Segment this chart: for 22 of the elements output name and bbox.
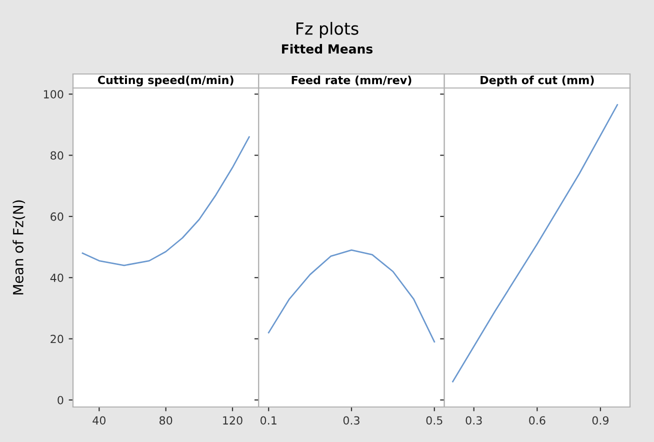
x-tick-label: 0.9 [592,416,609,425]
y-tick-label: 20 [50,334,64,344]
x-tick-label: 80 [160,416,172,425]
chart-title: Depth of cut (mm) [480,76,594,86]
x-tick-label: 0.3 [466,416,482,425]
x-tick-label: 120 [223,416,242,425]
x-tick-label: 0.6 [529,416,546,425]
y-tick-label: 40 [50,274,64,282]
x-tick-label: 0.1 [260,416,276,425]
chart-title: Cutting speed(m/min) [98,76,234,86]
chart-title: Feed rate (mm/rev) [292,76,412,86]
y-tick-label: 100 [44,90,64,98]
y-tick-label: 60 [50,212,64,221]
line-series [82,136,250,266]
text: Fz plots [296,22,358,38]
x-tick-label: 40 [92,416,106,425]
y-axis-title: Mean of Fz(N) [12,200,26,294]
text: Fitted Means [282,44,373,54]
x-tick-label: 0.5 [426,416,442,425]
y-tick-label: 0 [58,396,64,404]
x-tick-label: 0.3 [343,416,360,425]
y-tick-label: 80 [50,151,64,160]
